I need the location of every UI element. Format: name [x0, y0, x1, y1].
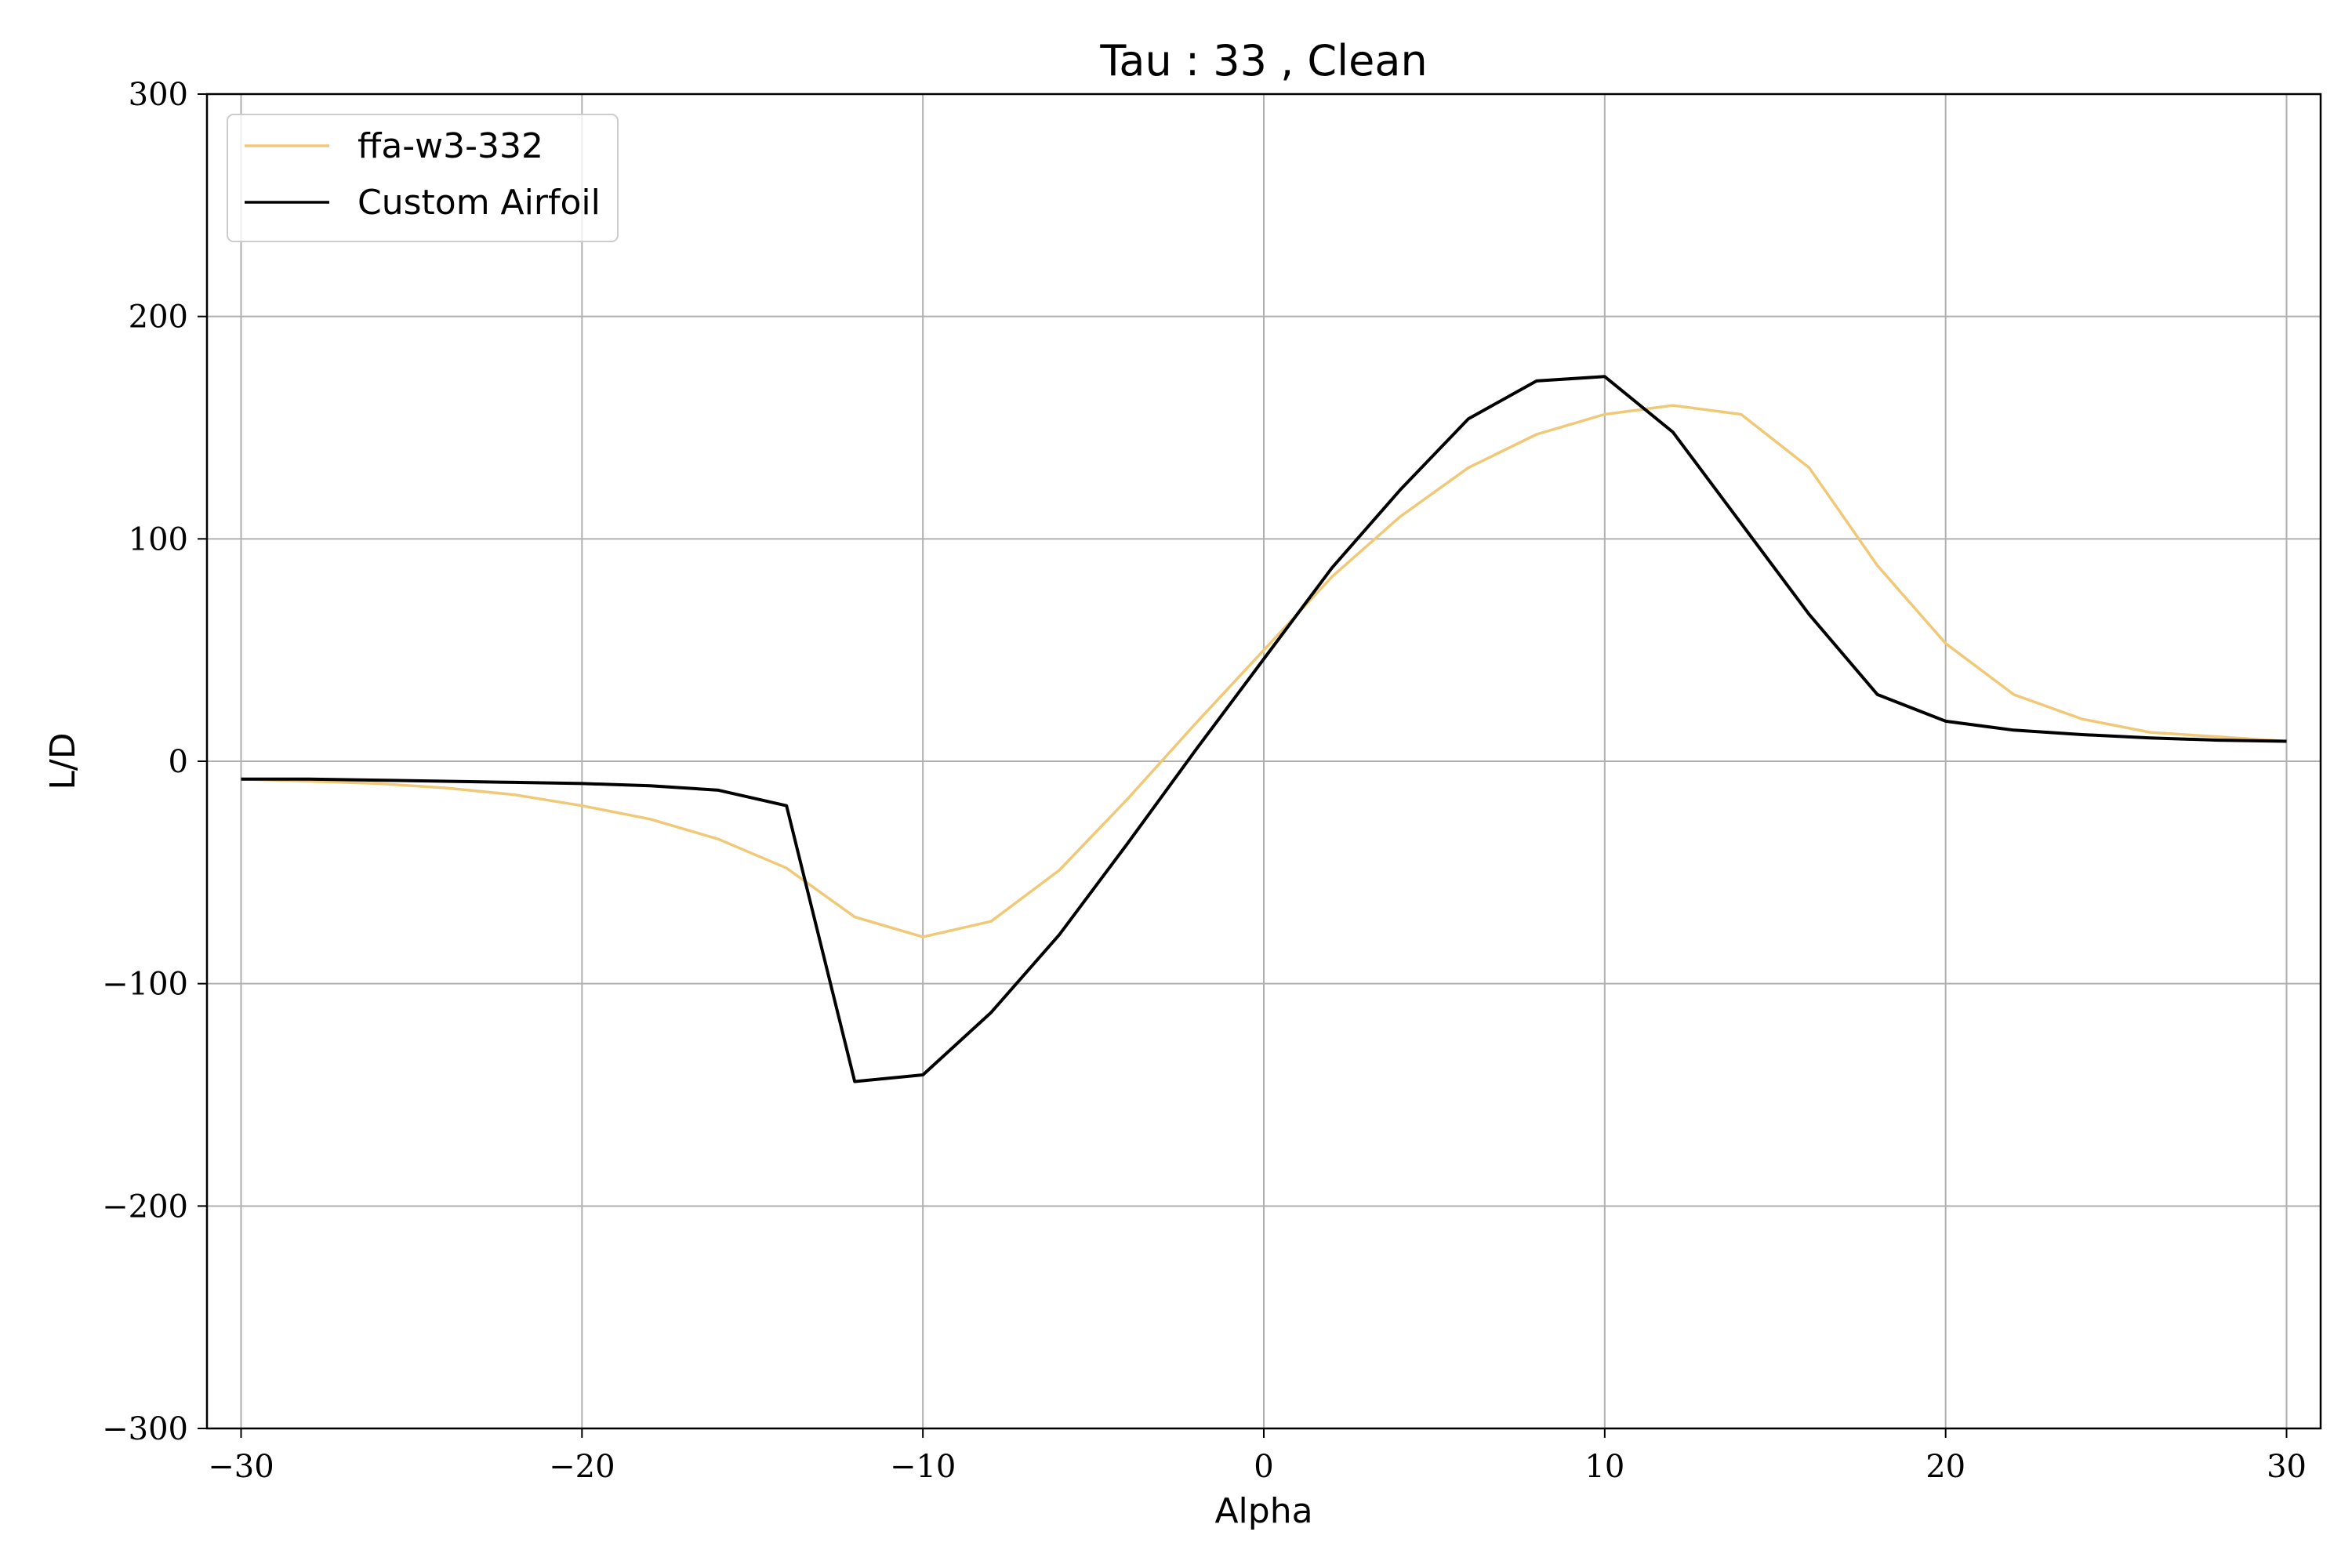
x-tick-label: 10	[1584, 1449, 1624, 1485]
x-tick-label: −20	[549, 1449, 615, 1485]
y-tick-label: 0	[169, 744, 188, 780]
legend-label-custom-airfoil: Custom Airfoil	[358, 183, 601, 223]
x-tick-label: −30	[208, 1449, 274, 1485]
series-lines	[241, 375, 2287, 1083]
x-tick-label: 20	[1926, 1449, 1965, 1485]
series-line-custom-airfoil	[241, 375, 2287, 1083]
x-tick-label: 30	[2267, 1449, 2307, 1485]
x-axis-label: Alpha	[1214, 1491, 1312, 1531]
series-line-ffa-w3-332	[241, 404, 2287, 938]
y-tick-label: 200	[129, 299, 188, 336]
chart-title: Tau : 33 , Clean	[1099, 36, 1427, 85]
legend: ffa-w3-332 Custom Airfoil	[227, 114, 619, 242]
x-tick-label: −10	[890, 1449, 956, 1485]
y-tick-label: −200	[102, 1189, 188, 1225]
y-tick-label: −100	[102, 967, 188, 1003]
y-tick-label: 300	[129, 77, 188, 113]
y-tick-label: 100	[129, 521, 188, 557]
x-tick-label: 0	[1254, 1449, 1273, 1485]
y-tick-label: −300	[102, 1411, 188, 1447]
y-axis-label: L/D	[43, 732, 83, 789]
legend-label-ffa-w3-332: ffa-w3-332	[358, 126, 543, 166]
